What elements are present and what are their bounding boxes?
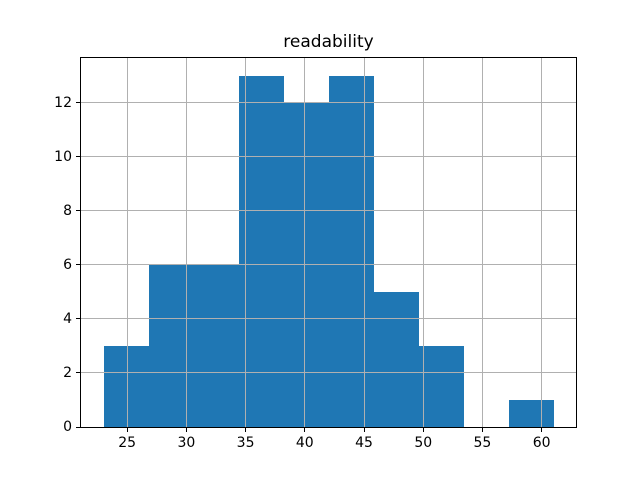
- x-tick-label: 60: [532, 435, 551, 451]
- histogram-bar: [418, 345, 464, 427]
- y-tick-label: 0: [63, 419, 72, 435]
- y-tick-mark: [76, 318, 80, 320]
- x-gridline: [541, 58, 543, 427]
- x-gridline: [126, 58, 128, 427]
- x-tick-label: 55: [473, 435, 492, 451]
- y-tick-mark: [76, 102, 80, 104]
- x-tick-label: 45: [355, 435, 373, 451]
- y-tick-label: 6: [63, 256, 72, 273]
- x-tick-label: 40: [295, 435, 314, 451]
- histogram-bar: [508, 399, 554, 427]
- x-tick-label: 25: [118, 435, 137, 451]
- histogram-bar: [193, 264, 239, 427]
- y-tick-mark: [76, 156, 80, 158]
- y-tick-mark: [76, 372, 80, 374]
- x-tick-mark: [422, 428, 424, 432]
- x-tick-label: 30: [177, 435, 196, 451]
- x-gridline: [185, 58, 187, 427]
- x-tick-mark: [304, 428, 306, 432]
- x-tick-mark: [185, 428, 187, 432]
- x-tick-mark: [363, 428, 365, 432]
- histogram-bar: [373, 291, 419, 427]
- y-tick-label: 12: [54, 94, 72, 111]
- y-gridline: [81, 318, 576, 320]
- plot-area: 25 30 35 40 45 50 55 60 0 2 4 6 8 10 12: [54, 57, 577, 451]
- x-tick-mark: [541, 428, 543, 432]
- histogram-bar: [103, 345, 149, 427]
- y-tick-mark: [76, 210, 80, 212]
- x-tick-label: 35: [236, 435, 255, 451]
- y-gridline: [81, 264, 576, 266]
- y-tick-mark: [76, 426, 80, 428]
- x-tick-mark: [481, 428, 483, 432]
- x-gridline: [422, 58, 424, 427]
- x-gridline: [304, 58, 306, 427]
- y-gridline: [81, 102, 576, 104]
- y-gridline: [81, 156, 576, 158]
- x-gridline: [363, 58, 365, 427]
- histogram-bar: [328, 75, 374, 427]
- x-tick-mark: [126, 428, 128, 432]
- x-gridline: [481, 58, 483, 427]
- y-gridline: [81, 372, 576, 374]
- y-tick-label: 10: [54, 148, 72, 165]
- y-tick-mark: [76, 264, 80, 266]
- y-tick-label: 4: [63, 310, 72, 327]
- x-tick-label: 50: [414, 435, 433, 451]
- y-gridline: [81, 210, 576, 212]
- y-tick-label: 2: [63, 364, 72, 381]
- chart-title: readability: [283, 32, 374, 52]
- x-tick-mark: [245, 428, 247, 432]
- y-tick-label: 8: [63, 202, 72, 219]
- x-gridline: [245, 58, 247, 427]
